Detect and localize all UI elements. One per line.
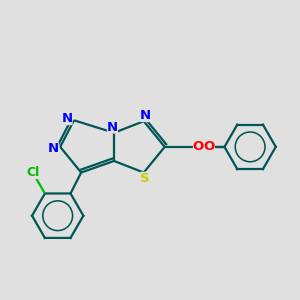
Text: N: N [107, 121, 118, 134]
Text: N: N [61, 112, 73, 125]
Text: Cl: Cl [26, 166, 40, 179]
Text: O: O [193, 140, 204, 153]
Text: N: N [140, 109, 151, 122]
Text: O: O [204, 140, 215, 153]
Text: S: S [140, 172, 150, 185]
Text: N: N [48, 142, 59, 155]
